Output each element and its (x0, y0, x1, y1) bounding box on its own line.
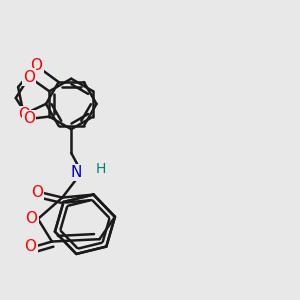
Text: O: O (30, 58, 42, 73)
Text: N: N (70, 165, 82, 180)
Text: H: H (96, 162, 106, 176)
Text: O: O (26, 212, 38, 226)
Text: O: O (23, 111, 35, 126)
Text: O: O (31, 185, 43, 200)
Text: O: O (18, 107, 30, 122)
Text: O: O (23, 70, 35, 85)
Text: O: O (25, 239, 37, 254)
